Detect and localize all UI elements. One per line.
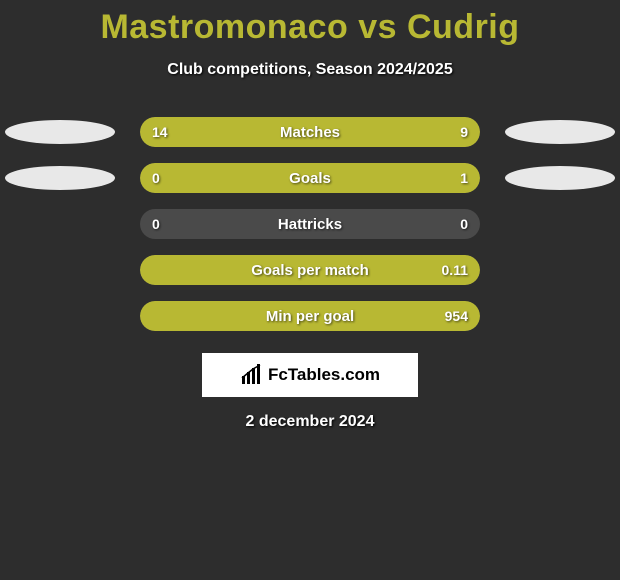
stat-label: Goals per match: [140, 262, 480, 279]
stat-label: Min per goal: [140, 308, 480, 325]
stats-container: 14Matches90Goals10Hattricks0Goals per ma…: [0, 117, 620, 331]
stat-row: 0Hattricks0: [0, 209, 620, 239]
coin-slot-left: [0, 117, 120, 147]
branding-box[interactable]: FcTables.com: [202, 353, 418, 397]
subtitle: Club competitions, Season 2024/2025: [0, 61, 620, 79]
coin-slot-right: [500, 301, 620, 331]
stat-label: Matches: [140, 124, 480, 141]
coin-icon: [5, 120, 115, 144]
stat-bar: Min per goal954: [140, 301, 480, 331]
stat-value-right: 9: [460, 124, 468, 140]
branding-text: FcTables.com: [268, 365, 380, 385]
coin-slot-right: [500, 163, 620, 193]
stat-label: Hattricks: [140, 216, 480, 233]
stat-row: Min per goal954: [0, 301, 620, 331]
stat-row: Goals per match0.11: [0, 255, 620, 285]
coin-icon: [505, 120, 615, 144]
stat-bar: 0Hattricks0: [140, 209, 480, 239]
stat-row: 0Goals1: [0, 163, 620, 193]
coin-icon: [5, 166, 115, 190]
date-line: 2 december 2024: [0, 413, 620, 431]
stat-bar: 14Matches9: [140, 117, 480, 147]
stat-label: Goals: [140, 170, 480, 187]
coin-slot-right: [500, 255, 620, 285]
stat-bar: Goals per match0.11: [140, 255, 480, 285]
coin-slot-right: [500, 117, 620, 147]
stat-value-right: 0.11: [442, 262, 468, 278]
stat-row: 14Matches9: [0, 117, 620, 147]
stat-bar: 0Goals1: [140, 163, 480, 193]
stat-value-right: 954: [445, 308, 468, 324]
coin-slot-left: [0, 255, 120, 285]
coin-icon: [505, 166, 615, 190]
stat-value-right: 0: [460, 216, 468, 232]
stat-value-right: 1: [460, 170, 468, 186]
coin-slot-left: [0, 301, 120, 331]
page-title: Mastromonaco vs Cudrig: [0, 0, 620, 47]
coin-slot-left: [0, 163, 120, 193]
bar-chart-icon: [240, 364, 262, 386]
coin-slot-left: [0, 209, 120, 239]
coin-slot-right: [500, 209, 620, 239]
